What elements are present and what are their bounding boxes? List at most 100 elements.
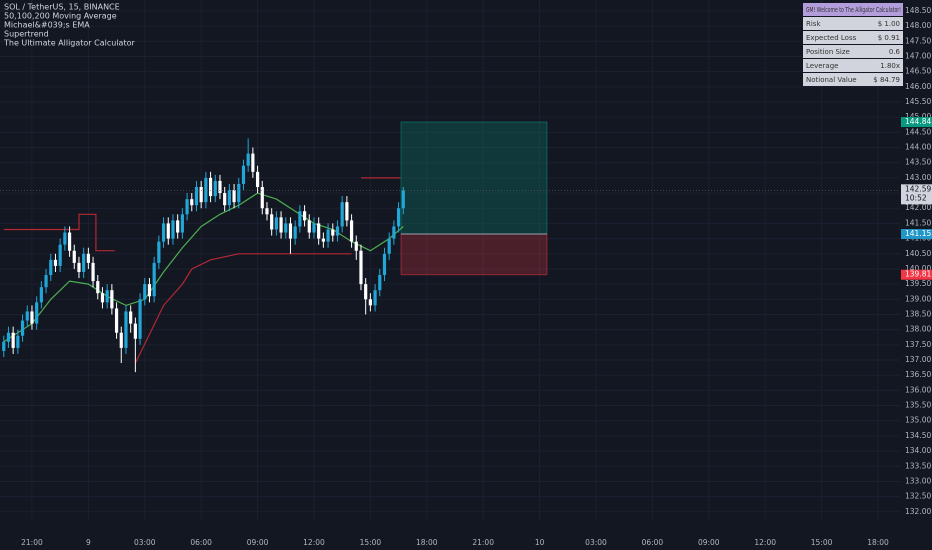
candle-body xyxy=(53,259,58,266)
candle-body xyxy=(204,177,208,203)
calc-row-value: $ 84.79 xyxy=(873,76,900,84)
candle-body xyxy=(396,208,401,227)
calc-row-value: 0.6 xyxy=(889,48,901,56)
stop-zone xyxy=(400,233,548,276)
candle-body xyxy=(2,341,6,351)
indicator-line xyxy=(3,177,401,364)
candle-body xyxy=(138,299,142,339)
x-tick-label: 06:00 xyxy=(642,538,664,547)
candle-body xyxy=(129,311,133,324)
candle-body xyxy=(349,220,354,242)
candle-body xyxy=(166,223,170,239)
candle-body xyxy=(237,183,241,203)
calc-row-bg xyxy=(803,73,903,86)
last-price-label: 142.59 xyxy=(905,184,931,193)
y-tick-label: 132.50 xyxy=(905,492,931,501)
calculator-table: GM! Welcome to The Alligator Calculator!… xyxy=(803,3,903,86)
candle-body xyxy=(293,226,297,239)
candle-body xyxy=(345,202,349,221)
y-tick-label: 132.00 xyxy=(905,507,931,516)
candle-body xyxy=(185,199,189,215)
candle-body xyxy=(284,223,288,233)
calc-header-bg xyxy=(803,3,903,16)
grid xyxy=(0,0,900,520)
legend-entry: Supertrend xyxy=(4,30,49,39)
candle-body xyxy=(218,180,222,194)
candle-body xyxy=(321,238,325,242)
candle-body xyxy=(317,223,321,239)
y-tick-label: 147.50 xyxy=(905,36,931,45)
y-tick-label: 135.00 xyxy=(905,416,931,425)
candle-body xyxy=(6,332,11,342)
y-tick-label: 148.00 xyxy=(905,21,931,30)
candle-body xyxy=(359,250,363,285)
candle-body xyxy=(378,275,382,291)
y-tick-label: 133.00 xyxy=(905,476,931,485)
candle-body xyxy=(63,232,67,245)
y-tick-label: 147.00 xyxy=(905,51,931,60)
candle-body xyxy=(392,226,396,239)
candle-body xyxy=(44,275,48,288)
y-tick-label: 141.50 xyxy=(905,218,931,227)
candle-body xyxy=(213,180,217,197)
candle-body xyxy=(20,320,25,336)
candle-body xyxy=(72,250,76,263)
candle-body xyxy=(143,284,147,300)
y-tick-label: 145.00 xyxy=(905,112,931,121)
y-tick-label: 137.50 xyxy=(905,340,931,349)
y-tick-label: 140.00 xyxy=(905,264,931,273)
calc-header: GM! Welcome to The Alligator Calculator! xyxy=(806,6,901,14)
y-tick-label: 136.50 xyxy=(905,370,931,379)
candle-body xyxy=(124,311,128,348)
candle-body xyxy=(340,202,344,227)
candle-body xyxy=(199,186,203,203)
candle-body xyxy=(274,217,278,230)
candle-body xyxy=(364,284,368,300)
calc-row-bg xyxy=(803,45,903,58)
y-tick-label: 143.00 xyxy=(905,173,931,182)
candle-body xyxy=(255,171,260,187)
calc-row-value: 1.80x xyxy=(880,62,900,70)
candle-body xyxy=(241,165,246,184)
calc-row-bg xyxy=(803,59,903,72)
candle-body xyxy=(133,323,137,339)
y-tick-label: 139.50 xyxy=(905,279,931,288)
candle-body xyxy=(86,253,90,263)
entry-label-box xyxy=(901,229,932,240)
chart-title: SOL / TetherUS, 15, BINANCE xyxy=(4,3,120,12)
candle-body xyxy=(161,223,166,242)
candle-body xyxy=(288,223,293,239)
target-label: 144.84 xyxy=(905,117,931,126)
calc-row-bg xyxy=(803,31,903,44)
calc-row-value: $ 0.91 xyxy=(878,34,900,42)
legend: 50,100,200 Moving AverageMichael&#039;s … xyxy=(3,12,135,48)
candle-body xyxy=(96,281,100,294)
candle-body xyxy=(11,332,15,348)
candle-body xyxy=(298,211,302,227)
y-tick-label: 142.00 xyxy=(905,203,931,212)
x-tick-label: 21:00 xyxy=(21,538,43,547)
y-tick-label: 146.00 xyxy=(905,82,931,91)
candle-body xyxy=(326,229,330,242)
candle-body xyxy=(100,293,105,303)
x-tick-label: 18:00 xyxy=(416,538,438,547)
calc-row-label: Leverage xyxy=(806,62,838,70)
calc-row-bg xyxy=(803,17,903,30)
indicator-line xyxy=(3,192,404,343)
candle-body xyxy=(227,190,231,206)
candle-body xyxy=(67,232,72,251)
candle-body xyxy=(387,238,391,254)
y-tick-label: 134.00 xyxy=(905,446,931,455)
countdown-label: 10:52 xyxy=(905,193,927,202)
x-tick-label: 03:00 xyxy=(585,538,607,547)
calc-row-label: Notional Value xyxy=(806,76,857,84)
last-price-box xyxy=(901,184,932,205)
calc-row-label: Risk xyxy=(806,20,821,28)
target-zone xyxy=(400,121,548,235)
x-tick-label: 21:00 xyxy=(472,538,494,547)
candle-body xyxy=(331,229,335,236)
candle-body xyxy=(312,223,316,233)
candle-body xyxy=(114,308,119,333)
candle-body xyxy=(373,290,377,306)
